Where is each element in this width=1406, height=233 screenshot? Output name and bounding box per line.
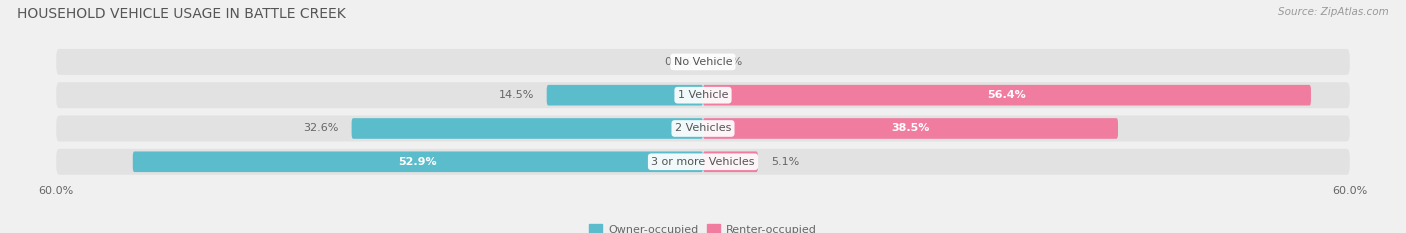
FancyBboxPatch shape — [56, 82, 1350, 108]
Text: 56.4%: 56.4% — [987, 90, 1026, 100]
Text: 3 or more Vehicles: 3 or more Vehicles — [651, 157, 755, 167]
Text: 32.6%: 32.6% — [304, 123, 339, 134]
FancyBboxPatch shape — [703, 85, 1310, 106]
FancyBboxPatch shape — [132, 151, 703, 172]
Text: Source: ZipAtlas.com: Source: ZipAtlas.com — [1278, 7, 1389, 17]
Text: 1 Vehicle: 1 Vehicle — [678, 90, 728, 100]
FancyBboxPatch shape — [56, 116, 1350, 141]
FancyBboxPatch shape — [547, 85, 703, 106]
Text: HOUSEHOLD VEHICLE USAGE IN BATTLE CREEK: HOUSEHOLD VEHICLE USAGE IN BATTLE CREEK — [17, 7, 346, 21]
FancyBboxPatch shape — [703, 151, 758, 172]
Legend: Owner-occupied, Renter-occupied: Owner-occupied, Renter-occupied — [585, 220, 821, 233]
Text: 2 Vehicles: 2 Vehicles — [675, 123, 731, 134]
FancyBboxPatch shape — [352, 118, 703, 139]
Text: 0.0%: 0.0% — [664, 57, 692, 67]
FancyBboxPatch shape — [703, 118, 1118, 139]
Text: 5.1%: 5.1% — [770, 157, 799, 167]
FancyBboxPatch shape — [56, 149, 1350, 175]
FancyBboxPatch shape — [56, 49, 1350, 75]
Text: 52.9%: 52.9% — [398, 157, 437, 167]
Text: 14.5%: 14.5% — [498, 90, 534, 100]
Text: 0.0%: 0.0% — [714, 57, 742, 67]
Text: 38.5%: 38.5% — [891, 123, 929, 134]
Text: No Vehicle: No Vehicle — [673, 57, 733, 67]
